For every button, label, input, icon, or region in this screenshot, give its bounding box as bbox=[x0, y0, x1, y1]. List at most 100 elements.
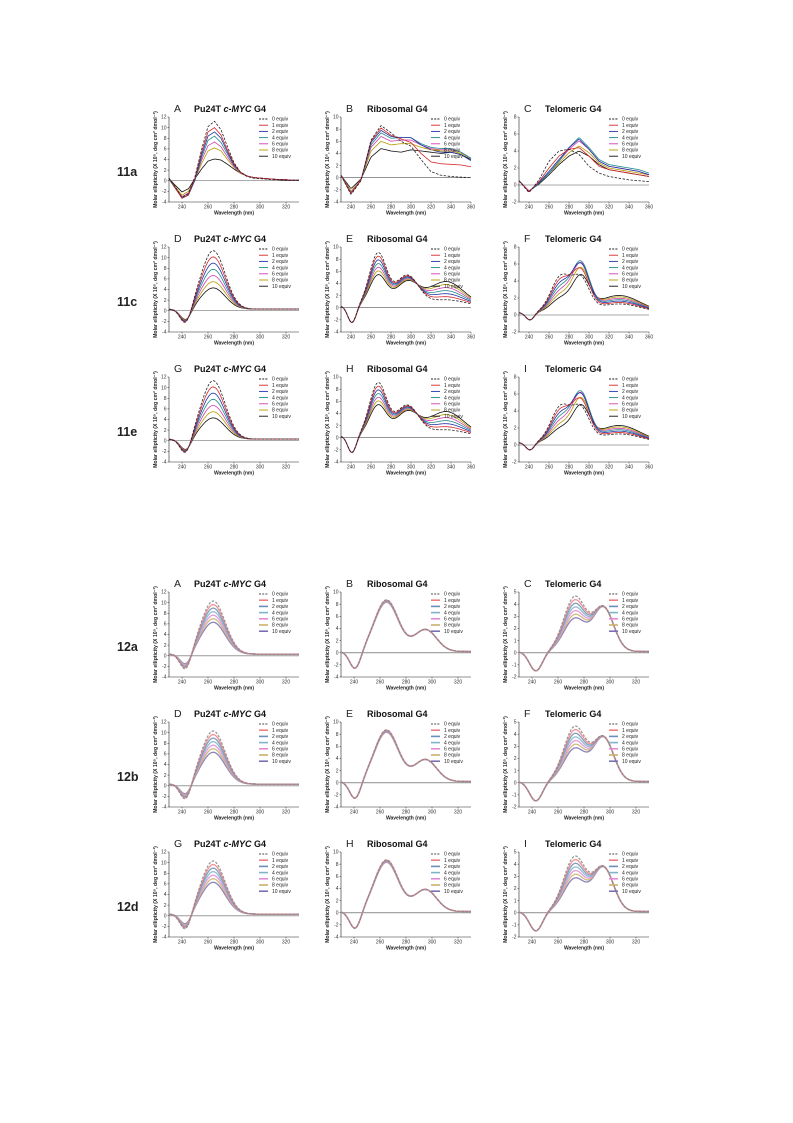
legend-entry: 10 equiv bbox=[622, 284, 641, 290]
y-axis-label: Molar ellipticity (X 10⁵, deg cm² dmol⁻¹… bbox=[153, 241, 159, 338]
panel-letter: H bbox=[346, 838, 354, 850]
x-tick-label: 320 bbox=[632, 680, 641, 686]
y-tick-label: 4 bbox=[514, 732, 517, 738]
y-tick-label: 8 bbox=[514, 245, 517, 251]
y-tick-label: 10 bbox=[333, 245, 339, 251]
y-tick-label: -2 bbox=[334, 663, 339, 669]
y-tick-label: 0 bbox=[164, 913, 167, 919]
y-tick-label: 0 bbox=[514, 650, 517, 656]
legend-entry: 2 equiv bbox=[272, 129, 289, 135]
x-tick-label: 320 bbox=[282, 335, 291, 341]
legend-entry: 10 equiv bbox=[272, 889, 291, 895]
legend-entry: 1 equiv bbox=[272, 728, 289, 734]
y-tick-label: 3 bbox=[514, 614, 517, 620]
y-tick-label: 0 bbox=[514, 443, 517, 449]
y-tick-label: 8 bbox=[514, 115, 517, 121]
y-tick-label: 4 bbox=[336, 886, 339, 892]
y-tick-label: 4 bbox=[336, 756, 339, 762]
x-tick-label: 260 bbox=[554, 810, 563, 816]
y-tick-label: 8 bbox=[164, 396, 167, 402]
y-tick-label: 2 bbox=[336, 898, 339, 904]
legend-entry: 4 equiv bbox=[444, 265, 461, 271]
y-tick-label: 6 bbox=[164, 882, 167, 888]
x-tick-label: 240 bbox=[528, 680, 537, 686]
y-tick-label: 6 bbox=[514, 262, 517, 268]
plot-panel-11e-I: 240 260 280 300 320 340 360 -2 0 2 4 6 8 Wavelength (… bbox=[503, 371, 653, 477]
legend-entry: 2 equiv bbox=[272, 389, 289, 395]
y-tick-label: 2 bbox=[336, 638, 339, 644]
legend-entry: 10 equiv bbox=[272, 414, 291, 420]
panel-title: Ribosomal G4 bbox=[367, 364, 428, 374]
series-line-4-equiv bbox=[518, 137, 650, 192]
series-line-0-equiv bbox=[340, 729, 472, 799]
x-tick-label: 280 bbox=[230, 680, 239, 686]
x-tick-label: 320 bbox=[605, 205, 614, 211]
x-tick-label: 340 bbox=[625, 465, 634, 471]
panel-letter: G bbox=[174, 838, 182, 850]
x-tick-label: 260 bbox=[204, 940, 213, 946]
legend-entry: 4 equiv bbox=[272, 135, 289, 141]
series-line-1-equiv bbox=[340, 255, 472, 323]
x-axis-label: Wavelength (nm) bbox=[564, 686, 604, 692]
plot-panel-12a-C: 240 260 280 300 320 -2 -1 0 1 2 3 4 5 Wavelength (nm)… bbox=[503, 586, 649, 692]
series-line-0-equiv bbox=[518, 403, 650, 451]
y-tick-label: 8 bbox=[336, 602, 339, 608]
y-tick-label: 8 bbox=[336, 257, 339, 263]
legend-entry: 0 equiv bbox=[622, 722, 639, 728]
plot-panel-11c-D: 240 260 280 300 320 -4 -2 0 2 4 6 8 10 12 Wavelength (… bbox=[153, 241, 299, 347]
y-tick-label: 1 bbox=[514, 768, 517, 774]
x-tick-label: 260 bbox=[376, 810, 385, 816]
x-tick-label: 280 bbox=[565, 205, 574, 211]
x-tick-label: 280 bbox=[230, 465, 239, 471]
x-tick-label: 280 bbox=[402, 940, 411, 946]
legend-entry: 6 equiv bbox=[444, 877, 461, 883]
panel-letter: E bbox=[346, 708, 353, 720]
x-tick-label: 280 bbox=[402, 680, 411, 686]
y-tick-label: 8 bbox=[164, 136, 167, 142]
y-tick-label: 0 bbox=[514, 910, 517, 916]
y-tick-label: -4 bbox=[162, 200, 167, 206]
y-tick-label: -4 bbox=[334, 200, 339, 206]
legend-entry: 4 equiv bbox=[444, 610, 461, 616]
x-tick-label: 280 bbox=[387, 465, 396, 471]
y-axis-label: Molar ellipticity (X 10⁵, deg cm² dmol⁻¹… bbox=[325, 111, 331, 208]
legend-entry: 2 equiv bbox=[444, 734, 461, 740]
series-line-0-equiv bbox=[518, 148, 650, 193]
y-tick-label: -2 bbox=[334, 448, 339, 454]
y-tick-label: -2 bbox=[162, 924, 167, 930]
plot-panel-11e-H: 240 260 280 300 320 340 360 -4 -2 0 2 4 6 8 10 Waveleng… bbox=[325, 371, 475, 477]
y-tick-label: 6 bbox=[164, 147, 167, 153]
x-tick-label: 300 bbox=[585, 335, 594, 341]
y-tick-label: 8 bbox=[164, 871, 167, 877]
y-tick-label: 6 bbox=[164, 277, 167, 283]
x-tick-label: 260 bbox=[204, 680, 213, 686]
series-line-0-equiv bbox=[340, 859, 472, 929]
y-tick-label: -4 bbox=[334, 805, 339, 811]
legend-entry: 8 equiv bbox=[272, 883, 289, 889]
y-tick-label: 10 bbox=[333, 115, 339, 121]
y-tick-label: 0 bbox=[336, 175, 339, 181]
x-tick-label: 240 bbox=[178, 940, 187, 946]
legend-entry: 4 equiv bbox=[272, 740, 289, 746]
x-axis-label: Wavelength (nm) bbox=[386, 471, 426, 477]
legend-entry: 0 equiv bbox=[444, 247, 461, 253]
legend-entry: 1 equiv bbox=[272, 598, 289, 604]
x-tick-label: 300 bbox=[606, 810, 615, 816]
row-label: 12a bbox=[117, 640, 139, 654]
y-tick-label: 4 bbox=[164, 762, 167, 768]
legend-entry: 10 equiv bbox=[622, 759, 641, 765]
legend-entry: 8 equiv bbox=[444, 408, 461, 414]
y-tick-label: 0 bbox=[336, 780, 339, 786]
legend-entry: 1 equiv bbox=[622, 253, 639, 259]
y-tick-label: 12 bbox=[161, 850, 167, 856]
x-tick-label: 360 bbox=[645, 205, 654, 211]
y-tick-label: 2 bbox=[164, 428, 167, 434]
y-tick-label: 2 bbox=[164, 298, 167, 304]
x-axis-label: Wavelength (nm) bbox=[386, 946, 426, 952]
x-tick-label: 300 bbox=[585, 465, 594, 471]
legend-entry: 8 equiv bbox=[272, 148, 289, 154]
panel-title: Telomeric G4 bbox=[545, 709, 601, 719]
x-axis-label: Wavelength (nm) bbox=[386, 211, 426, 217]
